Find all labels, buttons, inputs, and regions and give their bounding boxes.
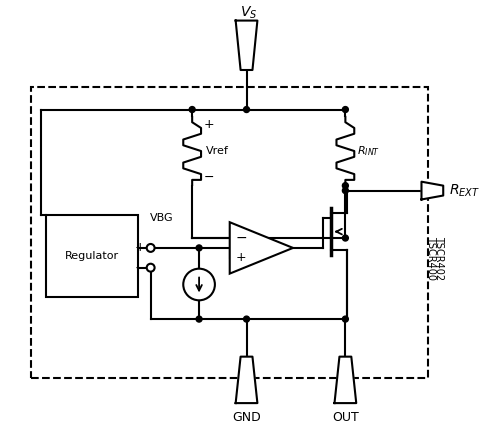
Polygon shape [334,357,356,403]
Bar [46,215,138,297]
Text: +: + [236,251,246,264]
Text: $V_S$: $V_S$ [240,4,257,21]
Text: TSCR402: TSCR402 [434,236,444,280]
Text: −: − [204,171,215,184]
Circle shape [244,316,249,322]
Text: +: + [204,118,215,131]
Text: OUT: OUT [332,411,359,424]
Circle shape [196,316,202,322]
Circle shape [343,183,348,189]
Circle shape [343,106,348,113]
Text: TSCR400: TSCR400 [427,236,436,280]
Circle shape [244,106,249,113]
Text: GND: GND [232,411,261,424]
Polygon shape [230,222,293,274]
Circle shape [343,235,348,241]
Circle shape [343,316,348,322]
Circle shape [147,244,155,252]
Text: VBG: VBG [150,213,173,223]
Circle shape [183,268,215,300]
Circle shape [196,245,202,251]
Polygon shape [422,182,443,199]
Polygon shape [236,21,257,70]
Text: +: + [135,241,146,254]
Text: $R_{INT}$: $R_{INT}$ [357,144,380,158]
Circle shape [147,264,155,272]
Text: −: − [236,231,247,245]
Text: −: − [134,261,146,275]
Text: Regulator: Regulator [65,251,119,261]
Polygon shape [236,357,257,403]
Circle shape [189,106,195,113]
Text: $R_{EXT}$: $R_{EXT}$ [449,182,480,199]
Circle shape [343,187,348,194]
Bar [31,87,428,378]
Text: Vref: Vref [206,146,229,156]
